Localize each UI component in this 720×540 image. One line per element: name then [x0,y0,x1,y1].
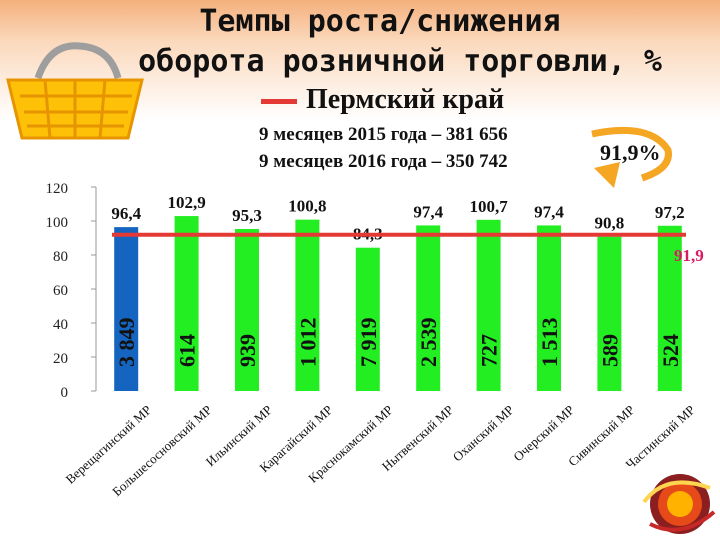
page-title-line-2: оборота розничной торговли, % [138,44,662,79]
bar-count-label: 2 539 [416,318,441,368]
bar [597,236,622,391]
y-tick-label: 20 [53,351,68,367]
decorative-swirl-icon [642,474,716,534]
period-2015-label: 9 месяцев 2015 года – 381 656 [259,124,508,145]
bar [416,225,441,391]
reference-value-label: 91,9 [674,246,704,265]
y-tick-label: 120 [46,181,69,197]
bar [114,227,139,391]
y-tick-label: 100 [46,215,69,231]
page-title-line-1: Темпы роста/снижения [199,4,561,39]
bar-value-label: 97,2 [655,203,685,222]
bar [657,225,682,391]
bar-count-label: 614 [175,334,200,367]
period-2016-label: 9 месяцев 2016 года – 350 742 [259,151,508,172]
legend-region-label: Пермский край [306,84,505,115]
bar-count-label: 1 513 [537,318,562,368]
legend-reference-line [261,99,297,104]
bar-value-label: 95,3 [232,206,262,225]
bar-value-label: 96,4 [111,204,141,223]
bar-value-label: 100,7 [469,197,508,216]
bar [295,219,320,391]
bar-count-label: 1 012 [295,318,320,368]
y-tick-label: 0 [61,385,69,401]
bar-count-label: 524 [658,334,683,367]
bar-value-label: 90,8 [595,214,625,233]
bar [174,216,199,391]
bar [235,228,259,391]
bar-value-label: 102,9 [167,193,205,212]
bar-count-label: 3 849 [114,318,139,368]
bar-count-label: 7 919 [356,318,381,368]
bar-value-label: 97,4 [413,202,443,221]
bar-count-label: 589 [597,334,622,367]
bar-value-label: 97,4 [534,202,564,221]
shopping-basket-icon [6,42,144,140]
bar-value-label: 100,8 [288,197,326,216]
category-label: Большесосновский МР [109,402,214,499]
bar [476,219,501,391]
growth-percent-label: 91,9% [600,140,661,165]
bar-count-label: 939 [235,334,260,367]
category-label: Оханский МР [450,402,517,464]
bar [537,225,561,391]
category-label: Очерский МР [510,402,577,464]
y-tick-label: 40 [53,317,68,333]
y-tick-label: 80 [53,249,68,265]
y-tick-label: 60 [53,283,68,299]
bar [355,247,380,391]
bar-count-label: 727 [477,334,502,367]
curved-arrow-icon [591,126,672,188]
